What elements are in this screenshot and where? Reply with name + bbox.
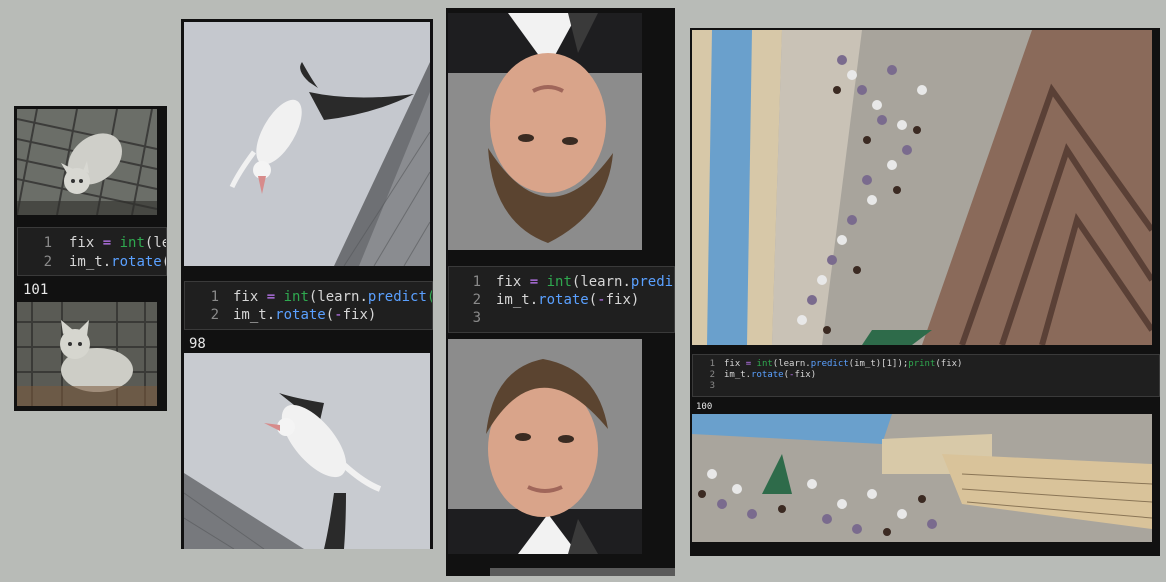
- code-line: 2 im_t.rotate(: [18, 253, 166, 272]
- code-cell[interactable]: 1 fix = int(learn.predi 2 im_t.rotate(-f…: [448, 266, 675, 333]
- code-text: im_t.rotate(-fix): [496, 292, 640, 308]
- line-number: 1: [43, 235, 52, 251]
- code-line: 1 fix = int(le: [18, 234, 166, 253]
- code-cell[interactable]: 1 fix = int(learn.predict(im_t)[1]);prin…: [692, 354, 1160, 397]
- line-number: 2: [472, 292, 481, 308]
- notebook-panel-cat: 1 fix = int(le 2 im_t.rotate( 101: [14, 106, 167, 411]
- cell-output: 98: [189, 336, 206, 352]
- upside-down-face-photo: [448, 13, 642, 250]
- code-text: im_t.rotate(-fix): [233, 307, 377, 323]
- line-number: 3: [472, 310, 481, 326]
- code-text: fix = int(learn.predict(: [233, 289, 432, 305]
- corrected-albatross-photo: [184, 353, 430, 549]
- cell-output: 101: [23, 282, 49, 298]
- line-number: 2: [709, 370, 715, 380]
- code-text: fix = int(learn.predi: [496, 274, 674, 290]
- code-cell[interactable]: 1 fix = int(learn.predict( 2 im_t.rotate…: [184, 281, 433, 330]
- code-line: 2 im_t.rotate(-fix): [449, 291, 674, 309]
- line-number: 1: [709, 359, 715, 369]
- code-line: 3: [693, 381, 1159, 392]
- notebook-panel-face: 1 fix = int(learn.predi 2 im_t.rotate(-f…: [446, 8, 675, 576]
- code-text: im_t.rotate(-fix): [724, 370, 817, 380]
- cell-output: 100: [696, 402, 713, 412]
- line-number: 1: [210, 289, 219, 305]
- horizontal-scrollbar[interactable]: [490, 568, 675, 576]
- rotated-crowd-photo: [692, 30, 1152, 345]
- line-number: 1: [472, 274, 481, 290]
- line-number: 2: [210, 307, 219, 323]
- code-line: 3: [449, 309, 674, 327]
- upright-face-photo: [448, 339, 642, 554]
- code-text: im_t.rotate(: [69, 254, 166, 270]
- upright-crowd-photo: [692, 414, 1152, 542]
- code-text: fix = int(le: [69, 235, 166, 251]
- code-line: 2 im_t.rotate(-fix): [693, 370, 1159, 381]
- code-text: fix = int(learn.predict(im_t)[1]);print(…: [724, 359, 963, 369]
- notebook-panel-albatross: 1 fix = int(learn.predict( 2 im_t.rotate…: [181, 19, 433, 549]
- line-number: 3: [709, 381, 715, 391]
- code-cell[interactable]: 1 fix = int(le 2 im_t.rotate(: [17, 227, 167, 276]
- line-number: 2: [43, 254, 52, 270]
- code-line: 1 fix = int(learn.predict(: [185, 288, 432, 306]
- rotated-albatross-photo: [184, 22, 430, 266]
- rotated-cat-photo: [17, 109, 157, 215]
- code-line: 2 im_t.rotate(-fix): [185, 306, 432, 324]
- upright-cat-photo: [17, 302, 157, 406]
- notebook-panel-crowd: 1 fix = int(learn.predict(im_t)[1]);prin…: [690, 28, 1160, 556]
- code-line: 1 fix = int(learn.predi: [449, 273, 674, 291]
- code-line: 1 fix = int(learn.predict(im_t)[1]);prin…: [693, 359, 1159, 370]
